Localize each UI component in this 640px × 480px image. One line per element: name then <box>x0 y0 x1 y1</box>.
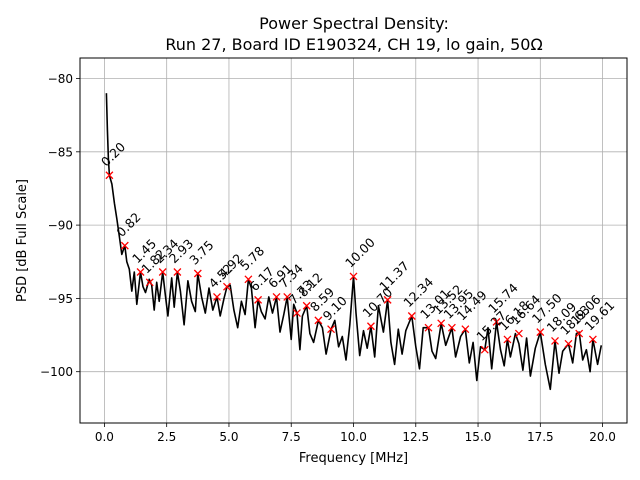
peak-marker <box>461 325 470 334</box>
peak-marker <box>588 335 597 344</box>
peak-marker <box>349 272 358 281</box>
peak-marker <box>327 325 336 334</box>
x-tick-label: 17.5 <box>527 430 554 444</box>
peak-marker <box>158 268 167 276</box>
peak-label: 0.20 <box>98 139 128 169</box>
grid-lines <box>80 58 627 423</box>
y-tick-label: −85 <box>48 145 73 159</box>
peak-marker <box>173 268 182 276</box>
x-tick-label: 0.0 <box>95 430 114 444</box>
peak-marker <box>551 336 559 345</box>
peak-marker <box>223 282 231 291</box>
peak-marker <box>407 312 416 320</box>
peak-label: 11.37 <box>376 258 412 294</box>
peak-marker <box>120 241 129 250</box>
peak-labels: 0.200.821.451.822.342.933.754.524.925.78… <box>98 139 617 344</box>
x-tick-label: 7.5 <box>282 430 301 444</box>
peak-marker <box>564 339 573 348</box>
peak-label: 10.00 <box>342 235 378 271</box>
peak-marker <box>136 268 145 276</box>
x-tick-label: 2.5 <box>157 430 176 444</box>
peak-marker <box>292 309 301 318</box>
peak-marker <box>283 292 292 301</box>
peak-marker <box>213 292 221 301</box>
peak-marker <box>383 295 392 304</box>
peak-marker <box>193 269 202 278</box>
peak-markers <box>105 171 597 354</box>
peak-label: 0.82 <box>113 209 143 239</box>
peak-marker <box>366 322 375 331</box>
x-axis-label: Frequency [MHz] <box>299 451 408 466</box>
chart-title-line-2: Run 27, Board ID E190324, CH 19, lo gain… <box>165 35 542 54</box>
x-axis-ticks: 0.0 2.5 5.0 7.5 10.0 12.5 15.0 17.5 20.0 <box>95 423 616 444</box>
peak-marker <box>480 345 489 354</box>
y-tick-label: −95 <box>48 292 73 306</box>
peak-marker <box>302 301 311 310</box>
y-tick-label: −100 <box>40 365 73 379</box>
x-tick-label: 12.5 <box>402 430 429 444</box>
peak-marker <box>314 316 323 325</box>
peak-marker <box>536 328 545 337</box>
peak-marker <box>492 317 501 326</box>
peak-marker <box>447 323 456 332</box>
x-tick-label: 10.0 <box>340 430 367 444</box>
x-tick-label: 15.0 <box>465 430 492 444</box>
x-tick-label: 5.0 <box>219 430 238 444</box>
peak-marker <box>145 278 154 287</box>
x-tick-label: 20.0 <box>589 430 616 444</box>
peak-marker <box>105 171 114 180</box>
peak-marker <box>424 323 433 332</box>
peak-marker <box>503 335 512 344</box>
peak-marker <box>254 295 263 304</box>
peak-marker <box>575 329 584 338</box>
y-axis-ticks: −100 −95 −90 −85 −80 <box>40 72 80 379</box>
chart-title-line-1: Power Spectral Density: <box>259 14 449 33</box>
y-tick-label: −80 <box>48 72 73 86</box>
y-tick-label: −90 <box>48 219 73 233</box>
peak-marker <box>244 275 253 284</box>
y-axis-label: PSD [dB Full Scale] <box>15 179 30 302</box>
peak-marker <box>514 329 523 338</box>
peak-marker <box>437 319 446 328</box>
peak-marker <box>272 292 281 301</box>
